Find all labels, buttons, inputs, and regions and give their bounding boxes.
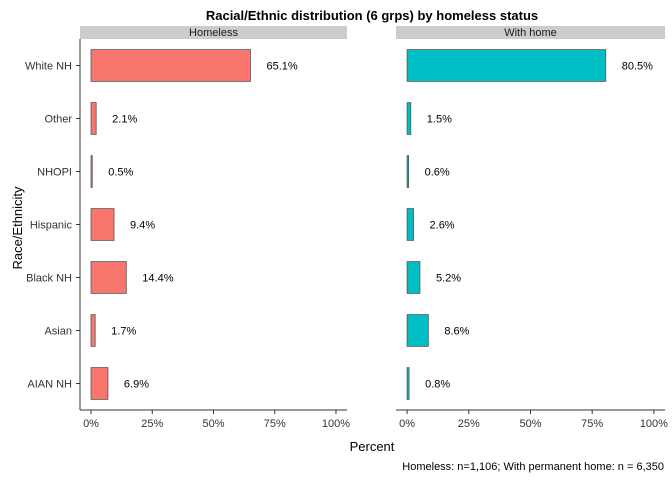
data-label: 1.5% (427, 114, 452, 126)
facet-strip-label: With home (504, 27, 557, 39)
x-tick-label: 100% (322, 418, 350, 430)
y-tick-label: NHOPI (37, 167, 72, 179)
data-label: 1.7% (111, 326, 136, 338)
bar (90, 208, 115, 241)
data-label: 5.2% (436, 273, 461, 285)
x-axis-title: Percent (350, 439, 395, 454)
data-label: 65.1% (266, 61, 297, 73)
facet-strip (396, 26, 665, 39)
y-tick-label: Other (44, 114, 72, 126)
bar (90, 102, 97, 135)
data-label: 2.6% (430, 220, 455, 232)
bar (406, 261, 421, 294)
bar (406, 314, 429, 347)
y-axis-title: Race/Ethnicity (10, 186, 25, 270)
data-label: 9.4% (130, 220, 155, 232)
data-label: 0.5% (108, 167, 133, 179)
x-tick-label: 75% (581, 418, 603, 430)
data-label: 8.6% (444, 326, 469, 338)
x-tick-label: 25% (458, 418, 480, 430)
data-label: 6.9% (124, 379, 149, 391)
facet-strip-label: Homeless (189, 27, 238, 39)
x-tick-label: 50% (519, 418, 541, 430)
chart-caption: Homeless: n=1,106; With permanent home: … (402, 461, 664, 473)
bar (406, 102, 412, 135)
x-tick-label: 0% (83, 418, 99, 430)
x-tick-label: 50% (202, 418, 224, 430)
bar (406, 367, 410, 400)
chart-title: Racial/Ethnic distribution (6 grps) by h… (206, 8, 538, 23)
y-tick-label: White NH (25, 61, 72, 73)
data-label: 2.1% (112, 114, 137, 126)
y-tick-label: AIAN NH (27, 379, 72, 391)
facet-strip (80, 26, 347, 39)
bar (90, 367, 109, 400)
x-tick-label: 25% (141, 418, 163, 430)
y-tick-label: Black NH (26, 273, 72, 285)
bar (90, 261, 127, 294)
data-label: 0.8% (425, 379, 450, 391)
bar (90, 49, 251, 82)
data-label: 0.6% (425, 167, 450, 179)
data-label: 14.4% (142, 273, 173, 285)
bar (406, 208, 414, 241)
panels: White NH Other NHOPI Hispanic Black NH Asian A… (25, 26, 668, 430)
x-tick-label: 75% (264, 418, 286, 430)
y-tick-label: Hispanic (30, 220, 73, 232)
bar (406, 49, 607, 82)
y-tick-label: Asian (44, 326, 72, 338)
x-tick-label: 100% (640, 418, 668, 430)
data-label: 80.5% (622, 61, 653, 73)
bar (90, 155, 93, 188)
bar (406, 155, 409, 188)
bar (90, 314, 96, 347)
x-tick-label: 0% (399, 418, 415, 430)
